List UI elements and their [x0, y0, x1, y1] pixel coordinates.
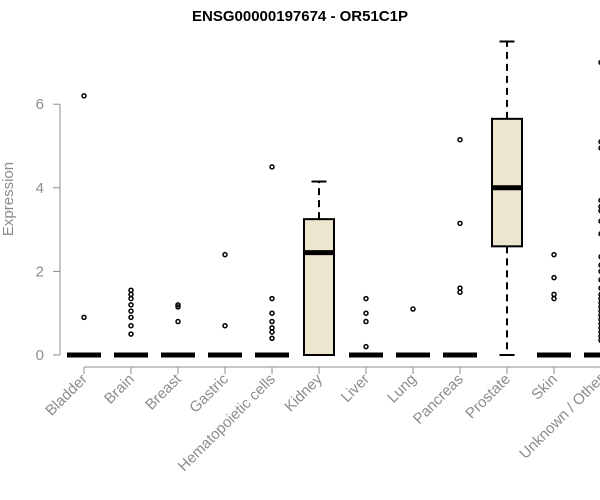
outlier-point — [598, 145, 600, 151]
y-tick-label: 0 — [36, 347, 44, 364]
outlier-point — [128, 308, 134, 314]
x-tick-label: Liver — [338, 371, 373, 406]
outlier-point — [269, 329, 275, 335]
box-kidney — [303, 180, 335, 356]
outlier-point — [551, 295, 557, 302]
outlier-point — [457, 136, 463, 143]
outlier-point — [457, 289, 463, 296]
outlier-point — [269, 164, 275, 170]
outlier-point — [598, 218, 600, 224]
outlier-point — [598, 231, 600, 237]
outlier-point — [128, 295, 134, 302]
outlier-point — [598, 337, 600, 343]
x-tick-label: Brain — [101, 371, 138, 408]
box-iqr — [491, 117, 523, 248]
outlier-point — [551, 291, 557, 298]
outlier-point — [128, 322, 134, 329]
y-tick-label: 6 — [36, 96, 44, 113]
x-tick-label: Breast — [142, 370, 185, 413]
outlier-point — [175, 304, 181, 310]
box-prostate — [491, 40, 523, 356]
x-tick-label: Bladder — [42, 371, 91, 420]
outlier-point — [269, 295, 275, 302]
x-tick-label: Kidney — [281, 370, 326, 415]
y-tick-label: 2 — [36, 263, 44, 280]
outlier-point — [598, 312, 600, 318]
y-axis: 0 2 4 6 — [36, 96, 61, 364]
box-hematopoietic-cells — [255, 164, 289, 358]
outlier-point — [598, 329, 600, 335]
y-tick-label: 4 — [36, 180, 44, 197]
box-bladder — [67, 93, 101, 358]
outlier-point — [598, 321, 600, 327]
outlier-point — [128, 302, 134, 308]
outlier-point — [551, 274, 557, 281]
outlier-point — [598, 268, 600, 274]
x-tick-label: Lung — [384, 371, 420, 407]
box-unknown-other — [584, 59, 600, 358]
outlier-point — [598, 204, 600, 210]
outlier-point — [363, 318, 369, 325]
outlier-point — [269, 325, 275, 331]
x-tick-label: Prostate — [462, 371, 514, 423]
chart-title: ENSG00000197674 - OR51C1P — [192, 8, 408, 25]
outlier-point — [598, 333, 600, 339]
boxes-layer — [67, 40, 600, 358]
outlier-point — [598, 296, 600, 302]
outlier-point — [128, 331, 134, 337]
outlier-point — [128, 291, 134, 298]
outlier-point — [269, 318, 275, 325]
outlier-point — [551, 251, 557, 258]
outlier-point — [598, 285, 600, 291]
outlier-point — [269, 310, 275, 316]
outlier-point — [175, 318, 181, 325]
box-iqr — [303, 218, 335, 356]
outlier-point — [410, 306, 416, 312]
outlier-point — [128, 314, 134, 321]
outlier-point — [128, 287, 134, 293]
outlier-point — [363, 343, 369, 350]
outlier-point — [81, 314, 87, 321]
box-brain — [114, 287, 148, 358]
outlier-point — [598, 277, 600, 283]
outlier-point — [598, 291, 600, 297]
outlier-point — [598, 300, 600, 306]
outlier-point — [598, 254, 600, 260]
outlier-point — [269, 335, 275, 342]
outlier-point — [175, 302, 181, 308]
outlier-point — [598, 139, 600, 145]
x-tick-label: Gastric — [186, 370, 232, 416]
box-breast — [161, 302, 195, 358]
outlier-point — [598, 197, 600, 203]
box-gastric — [208, 251, 242, 358]
outlier-point — [457, 220, 463, 227]
outlier-point — [598, 325, 600, 331]
outlier-point — [222, 251, 228, 258]
outlier-point — [81, 93, 87, 99]
box-skin — [537, 251, 571, 358]
x-tick-label: Skin — [528, 371, 561, 404]
outlier-point — [363, 295, 369, 302]
x-tick-label: Pancreas — [410, 371, 467, 428]
box-liver — [349, 295, 383, 358]
outlier-point — [598, 208, 600, 214]
outlier-point — [457, 285, 463, 291]
outlier-point — [598, 316, 600, 323]
box-lung — [396, 306, 430, 358]
outlier-point — [598, 304, 600, 310]
outlier-point — [598, 59, 600, 65]
outlier-point — [598, 308, 600, 314]
outlier-point — [598, 262, 600, 268]
outlier-point — [222, 322, 228, 329]
outlier-point — [363, 310, 369, 316]
y-axis-title: Expression — [0, 162, 17, 236]
box-pancreas — [443, 136, 477, 358]
